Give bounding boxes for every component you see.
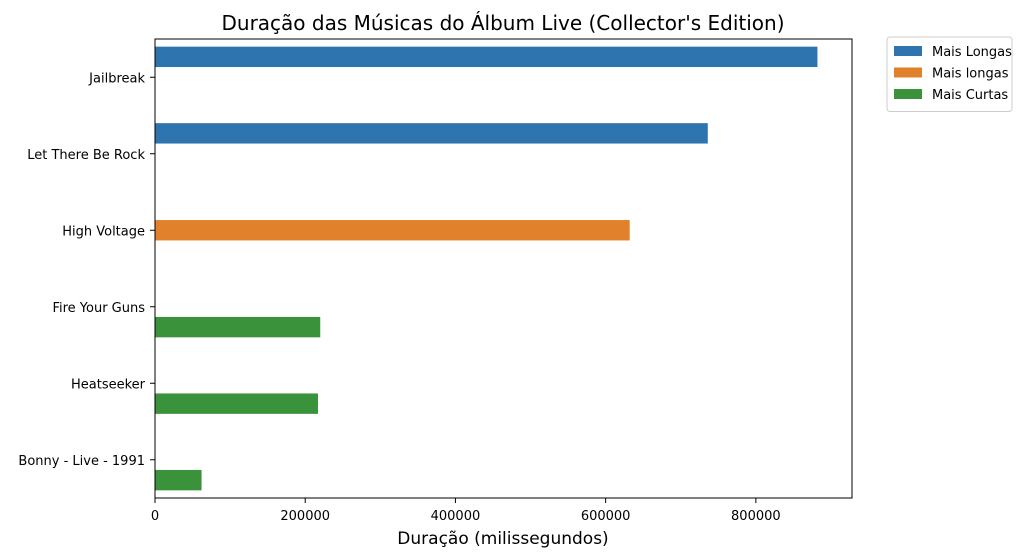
y-tick-label: Let There Be Rock <box>27 148 145 163</box>
legend-swatch <box>894 89 922 99</box>
legend-entry: Mais Longas <box>932 45 1012 60</box>
legend: Mais Longas Mais longas Mais Curtas <box>886 36 1013 112</box>
bar <box>155 316 321 338</box>
x-tick-label: 0 <box>151 509 159 524</box>
y-tick-label: Heatseeker <box>71 377 146 392</box>
x-tick-label: 200000 <box>280 509 330 524</box>
legend-swatch <box>894 67 922 78</box>
bar <box>155 469 202 491</box>
axes-frame <box>154 38 853 499</box>
x-axis-label: Duração (milissegundos) <box>397 529 608 549</box>
x-tick-label: 600000 <box>581 509 631 524</box>
x-tick-label: 400000 <box>431 509 481 524</box>
bar <box>155 123 708 144</box>
y-tick-label: Bonny - Live - 1991 <box>18 454 145 469</box>
legend-entry: Mais longas <box>932 67 1009 82</box>
bar <box>155 393 318 414</box>
y-tick-label: Jailbreak <box>88 71 145 86</box>
bar <box>155 46 818 68</box>
chart-title: Duração das Músicas do Álbum Live (Colle… <box>222 11 785 35</box>
plot-area: Jailbreak Let There Be Rock High Voltage Fi… <box>18 46 818 524</box>
legend-entry: Mais Curtas <box>932 88 1008 103</box>
legend-swatch <box>894 46 922 56</box>
y-tick-label: High Voltage <box>62 224 145 239</box>
y-tick-label: Fire Your Guns <box>52 301 145 316</box>
bar <box>155 220 630 241</box>
x-tick-label: 800000 <box>731 509 781 524</box>
